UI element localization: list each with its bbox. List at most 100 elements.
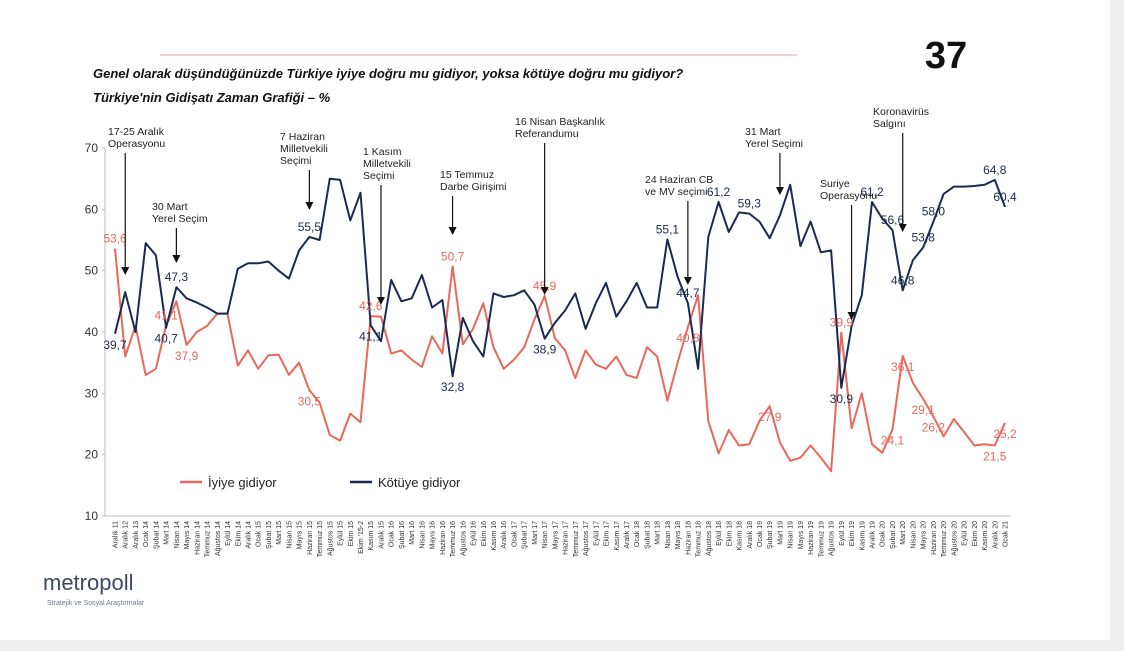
annotation-text: Koronavirüs [873,106,929,118]
annotation-text: Suriye [820,178,850,190]
annotation-text: 24 Haziran CB [645,174,713,186]
data-label: 42,6 [359,299,383,313]
x-tick-label: Şubat 20 [890,521,897,549]
annotation-arrowhead [775,187,784,195]
data-label: 47,3 [165,270,189,284]
y-tick-label: 20 [85,448,99,462]
x-tick-label: Eylül 19 [839,521,846,546]
x-tick-label: Aralık 20 [992,521,999,549]
x-tick-label: Şubat 17 [522,521,529,549]
annotation-text: 17-25 Aralık [108,126,165,138]
x-tick-label: Ocak 16 [389,521,396,547]
x-tick-label: Eylül 17 [593,521,600,546]
data-label: 40,7 [154,332,178,346]
x-tick-label: Kasım 20 [982,521,989,551]
y-tick-label: 60 [85,202,99,216]
data-label: 41,1 [359,329,383,343]
x-tick-label: Şubat 19 [767,521,774,549]
x-tick-label: Eylül 16 [471,521,478,546]
data-label: 25,2 [993,427,1017,441]
x-tick-label: Ağustos 19 [829,521,836,556]
x-tick-label: Ocak 19 [757,521,764,547]
series-line [114,177,1006,389]
x-tick-label: Kasım 19 [859,521,866,551]
y-tick-label: 30 [85,386,99,400]
data-label: 53,8 [911,230,935,244]
x-tick-label: Ekim '15-2 [358,521,365,554]
x-tick-label: Ekim 20 [972,521,979,546]
data-label: 55,5 [298,220,322,234]
x-tick-label: Mayıs 18 [675,521,682,550]
annotation-text: Darbe Girişimi [440,181,507,193]
x-tick-label: Temmuz 19 [818,521,825,557]
annotation-text: Milletvekili [280,143,328,155]
x-tick-label: Temmuz 16 [450,521,457,557]
x-tick-label: Temmuz 14 [205,521,212,557]
annotation-text: Yerel Seçimi [745,138,803,150]
annotation-text: ve MV seçimi [645,186,707,198]
annotation-text: Yerel Seçim [152,213,208,225]
data-label: 44,7 [676,286,700,300]
data-label: 39,7 [103,338,127,352]
x-tick-label: Şubat 14 [153,521,160,549]
x-tick-label: Aralık 12 [123,521,130,549]
annotation-arrowhead [683,277,692,285]
logo-tagline: Stratejik ve Sosyal Araştırmalar [47,600,145,607]
annotation-text: Seçimi [280,155,312,167]
x-tick-label: Şubat 16 [399,521,406,549]
data-label: 38,9 [533,343,557,357]
x-tick-label: Ekim 17 [604,521,611,546]
x-tick-label: Ocak 21 [1003,521,1010,547]
data-label: 36,1 [891,360,915,374]
x-tick-label: Aralık 16 [501,521,508,549]
x-tick-label: Mayıs 16 [430,521,437,550]
x-tick-label: Haziran 19 [808,521,815,555]
x-tick-label: Mayıs 17 [552,521,559,550]
annotation-text: 16 Nisan Başkanlık [515,116,606,128]
annotation-text: 1 Kasım [363,146,402,158]
data-label: 21,5 [983,449,1007,463]
data-label: 50,7 [441,249,465,263]
data-label: 59,3 [738,197,762,211]
x-tick-label: Kasım 18 [737,521,744,551]
y-tick-label: 50 [85,264,99,278]
x-tick-label: Kasım 16 [491,521,498,551]
x-tick-label: Ağustos 18 [706,521,713,556]
x-tick-label: Ağustos 16 [460,521,467,556]
x-tick-label: Nisan 19 [788,521,795,549]
x-tick-label: Ocak 15 [256,521,263,547]
x-tick-label: Ekim 18 [726,521,733,546]
annotation-arrowhead [376,297,385,305]
data-label: 53,6 [103,232,127,246]
x-tick-label: Ağustos 15 [327,521,334,556]
chart-subtitle: Türkiye'nin Gidişatı Zaman Grafiği – % [93,90,331,105]
x-tick-label: Mart 17 [532,521,539,545]
x-tick-label: Nisan 17 [542,521,549,549]
x-tick-label: Ağustos 20 [951,521,958,556]
data-label: 56,6 [881,213,905,227]
page-number: 37 [925,35,967,77]
x-tick-label: Mayıs 15 [297,521,304,550]
x-tick-label: Aralık 17 [624,521,631,549]
x-tick-label: Ocak 14 [143,521,150,547]
legend-label: İyiye gidiyor [208,475,277,490]
x-tick-label: Mayıs 14 [184,521,191,550]
legend-label: Kötüye gidiyor [378,475,461,490]
x-tick-label: Haziran 14 [194,521,201,555]
x-tick-label: Ağustos 14 [215,521,222,556]
x-tick-label: Nisan 20 [910,521,917,549]
x-tick-label: Ekim 19 [849,521,856,546]
x-tick-label: Ekim 16 [481,521,488,546]
x-tick-label: Mart 15 [276,521,283,545]
annotation-text: Milletvekili [363,158,411,170]
x-tick-label: Aralık 18 [747,521,754,549]
x-tick-label: Kasım 15 [368,521,375,551]
x-tick-label: Aralık 15 [378,521,385,549]
annotation-text: Operasyonu [108,138,165,150]
data-label: 24,1 [881,434,905,448]
card [0,0,1110,640]
